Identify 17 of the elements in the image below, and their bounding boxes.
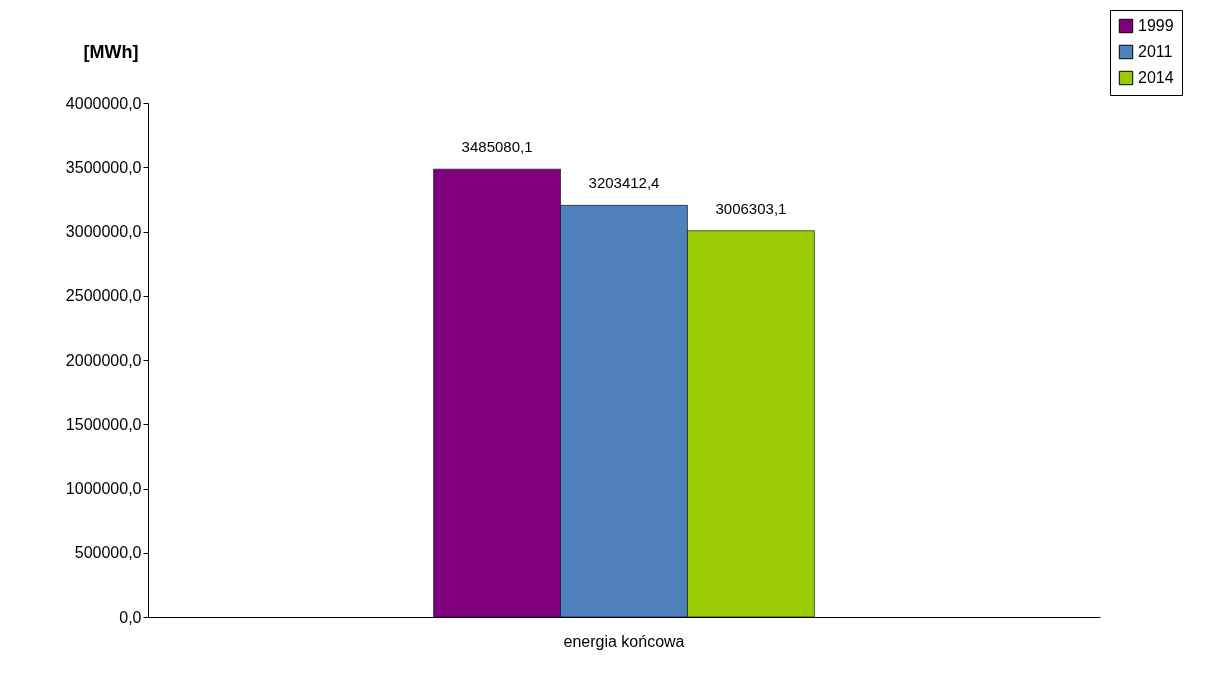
y-tick-label: 2000000,0 (65, 351, 142, 369)
y-tick-label: 0,0 (119, 608, 142, 626)
y-tick-label: 1000000,0 (65, 480, 142, 497)
legend-label: 2014 (1138, 69, 1174, 86)
y-tick-label: 1500000,0 (65, 415, 142, 433)
y-tick-label: 500000,0 (74, 544, 142, 562)
legend-label: 2011 (1138, 43, 1173, 60)
x-tick-label: energia końcowa (563, 632, 685, 650)
data-label: 3006303,1 (715, 199, 787, 217)
legend-label: 1999 (1138, 17, 1174, 34)
data-label: 3203412,4 (588, 174, 660, 192)
y-tick-label: 3000000,0 (65, 223, 142, 240)
y-tick-label: 2500000,0 (65, 287, 142, 305)
y-tick-label: 4000000,0 (65, 94, 142, 112)
data-label: 3485080,1 (461, 138, 533, 156)
y-tick-label: 3500000,0 (65, 158, 142, 176)
y-axis-title: [MWh] (83, 41, 139, 62)
